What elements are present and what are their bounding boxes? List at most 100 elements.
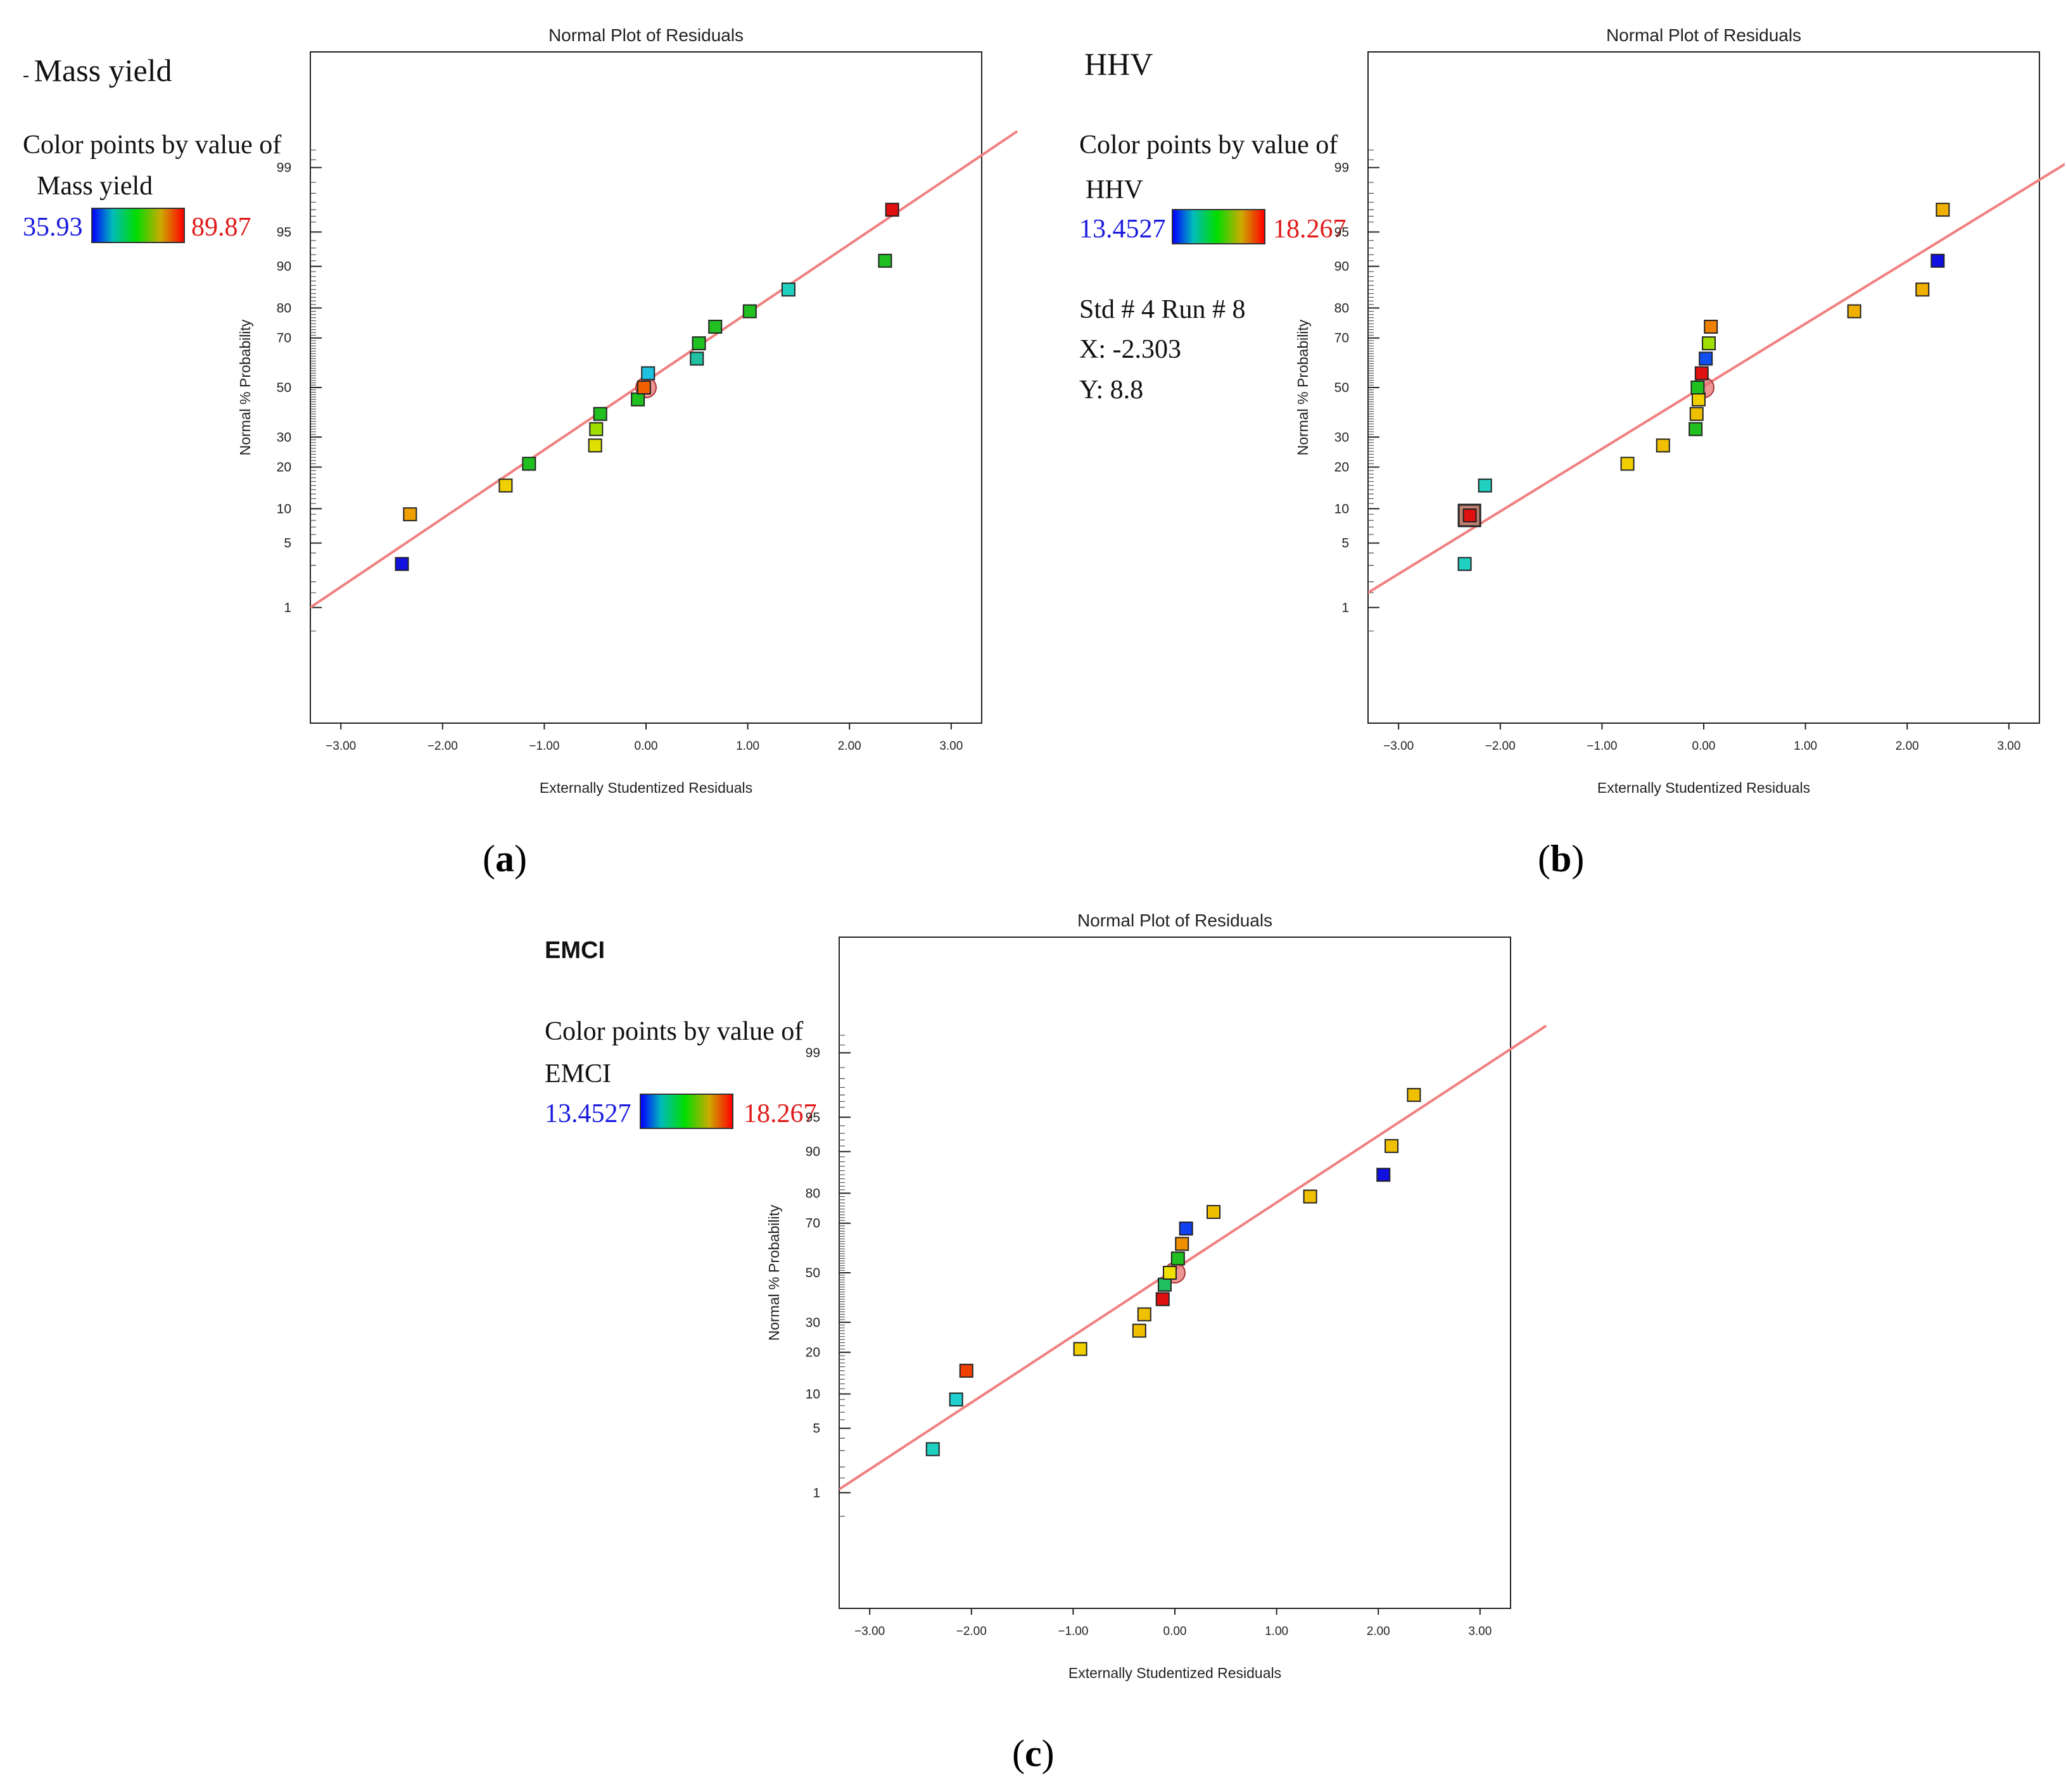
- chart-a-point-12: [708, 319, 723, 334]
- chart-a-y-tick-label-8: 90: [277, 260, 291, 274]
- chart-b-point-7: [1691, 392, 1706, 407]
- chart-c-y-tick-label-8: 90: [806, 1145, 820, 1159]
- chart-b-y-tick-label-10: 99: [1334, 161, 1349, 175]
- panel-a-color-scale: [91, 208, 185, 243]
- chart-a-point-4: [588, 438, 602, 453]
- chart-c-point-2: [959, 1363, 973, 1378]
- panel-a-dash: -: [23, 65, 34, 85]
- caption-a-letter: a: [495, 838, 514, 880]
- chart-c-point-0: [925, 1442, 940, 1456]
- panel-c-heading: EMCI: [545, 937, 605, 964]
- chart-a-point-15: [878, 253, 892, 268]
- chart-b-y-tick-label-9: 95: [1334, 225, 1349, 239]
- chart-c-point-10: [1175, 1237, 1189, 1251]
- chart-b-x-tick-label-2: −1.00: [1587, 740, 1617, 753]
- chart-a-point-6: [593, 407, 607, 421]
- chart-b-point-9: [1694, 366, 1709, 381]
- panel-b-color-scale: [1172, 209, 1265, 244]
- chart-a-y-tick-label-6: 70: [277, 331, 291, 346]
- chart-b: Normal Plot of Residuals 1 5 10 20 30 50 70 80 90…: [1295, 25, 2065, 796]
- chart-c-y-tick-label-9: 95: [806, 1110, 820, 1125]
- chart-b-title: Normal Plot of Residuals: [1606, 25, 1801, 45]
- chart-b-y-tick-label-0: 1: [1341, 600, 1349, 615]
- chart-c: Normal Plot of Residuals 1 5 10 20 30 50 70 80 90…: [766, 911, 1547, 1681]
- caption-c-letter: c: [1024, 1732, 1042, 1774]
- chart-c-y-tick-label-6: 70: [806, 1216, 820, 1231]
- chart-b-point-12: [1704, 319, 1718, 334]
- caption-b: (b): [1538, 838, 1585, 880]
- chart-a-y-tick-label-4: 30: [277, 430, 291, 445]
- chart-c-point-7: [1157, 1277, 1172, 1292]
- chart-a-point-16: [885, 203, 899, 217]
- chart-b-y-tick-label-4: 30: [1334, 430, 1349, 445]
- chart-b-point-14: [1915, 282, 1930, 297]
- panel-c-color-scale: [640, 1094, 733, 1129]
- chart-a-y-axis-title: Normal % Probability: [237, 319, 253, 455]
- chart-c-point-6: [1155, 1292, 1170, 1306]
- chart-c-y-tick-label-2: 10: [806, 1387, 820, 1401]
- chart-c-x-tick-label-5: 2.00: [1367, 1625, 1390, 1638]
- chart-a-y-tick-label-2: 10: [277, 502, 291, 516]
- chart-a-point-5: [589, 422, 604, 436]
- chart-a-point-14: [781, 282, 795, 297]
- chart-b-x-tick-label-3: 0.00: [1692, 740, 1716, 753]
- chart-a-y-tick-label-7: 80: [277, 301, 291, 315]
- chart-a-x-tick-label-0: −3.00: [326, 740, 356, 753]
- chart-a-x-tick-label-1: −2.00: [428, 740, 458, 753]
- chart-b-y-tick-label-6: 70: [1334, 331, 1349, 346]
- chart-c-x-tick-label-3: 0.00: [1163, 1625, 1187, 1638]
- chart-c-point-16: [1407, 1088, 1421, 1102]
- chart-b-y-axis-title: Normal % Probability: [1295, 319, 1311, 455]
- panel-b-range-high: 18.267: [1273, 215, 1347, 244]
- chart-a-x-tick-label-6: 3.00: [939, 740, 963, 753]
- chart-a-point-9: [641, 366, 656, 381]
- chart-c-x-tick-label-2: −1.00: [1058, 1625, 1088, 1638]
- chart-a-x-tick-label-3: 0.00: [635, 740, 658, 753]
- chart-c-point-8: [1162, 1266, 1177, 1280]
- chart-c-point-13: [1303, 1189, 1317, 1204]
- chart-b-y-tick-label-7: 80: [1334, 301, 1349, 315]
- chart-a-point-2: [498, 478, 513, 493]
- chart-a: Normal Plot of Residuals 1 5 10 20 30 50 70 80 90…: [237, 25, 1018, 796]
- chart-b-point-16: [1936, 203, 1950, 217]
- chart-c-x-tick-label-6: 3.00: [1468, 1625, 1492, 1638]
- chart-a-fit-line: [310, 130, 1018, 609]
- chart-c-point-5: [1137, 1307, 1151, 1322]
- caption-b-letter: b: [1550, 838, 1572, 880]
- caption-a: (a): [483, 838, 527, 880]
- chart-a-point-10: [690, 351, 704, 366]
- chart-a-y-tick-label-10: 99: [277, 161, 291, 175]
- panel-b-heading: HHV: [1084, 46, 1153, 82]
- chart-b-y-tick-label-2: 10: [1334, 502, 1349, 516]
- chart-c-title: Normal Plot of Residuals: [1077, 911, 1272, 930]
- chart-c-y-tick-label-1: 5: [813, 1422, 820, 1436]
- chart-a-x-axis-title: Externally Studentized Residuals: [540, 779, 752, 796]
- chart-c-x-tick-label-1: −2.00: [956, 1625, 987, 1638]
- chart-a-y-tick-label-3: 20: [277, 460, 291, 475]
- chart-b-point-13: [1847, 304, 1861, 319]
- panel-c-color-var: EMCI: [545, 1059, 611, 1088]
- chart-a-point-0: [395, 557, 409, 571]
- panel-b-color-label: Color points by value of: [1079, 130, 1338, 160]
- chart-a-point-3: [522, 457, 536, 471]
- chart-b-x-tick-label-4: 1.00: [1794, 740, 1817, 753]
- chart-c-point-11: [1179, 1221, 1193, 1236]
- chart-c-y-tick-label-5: 50: [806, 1266, 820, 1280]
- chart-b-point-3: [1620, 457, 1635, 471]
- chart-b-y-tick-label-1: 5: [1341, 536, 1349, 551]
- chart-b-x-axis-title: Externally Studentized Residuals: [1597, 779, 1810, 796]
- chart-a-y-tick-label-5: 50: [277, 381, 291, 395]
- chart-b-point-0: [1457, 557, 1472, 571]
- panel-b-range-low: 13.4527: [1079, 215, 1166, 244]
- panel-a-color-label: Color points by value of: [23, 130, 282, 160]
- chart-b-point-6: [1689, 407, 1704, 421]
- chart-c-point-15: [1385, 1139, 1399, 1153]
- chart-c-y-tick-label-7: 80: [806, 1186, 820, 1201]
- panel-c-range-low: 13.4527: [545, 1099, 631, 1128]
- chart-c-x-tick-label-0: −3.00: [854, 1625, 885, 1638]
- chart-a-y-tick-label-9: 95: [277, 225, 291, 239]
- chart-b-y-tick-label-8: 90: [1334, 260, 1349, 274]
- chart-b-point-5: [1689, 422, 1703, 436]
- chart-c-x-tick-label-4: 1.00: [1265, 1625, 1288, 1638]
- chart-b-x-tick-label-1: −2.00: [1485, 740, 1516, 753]
